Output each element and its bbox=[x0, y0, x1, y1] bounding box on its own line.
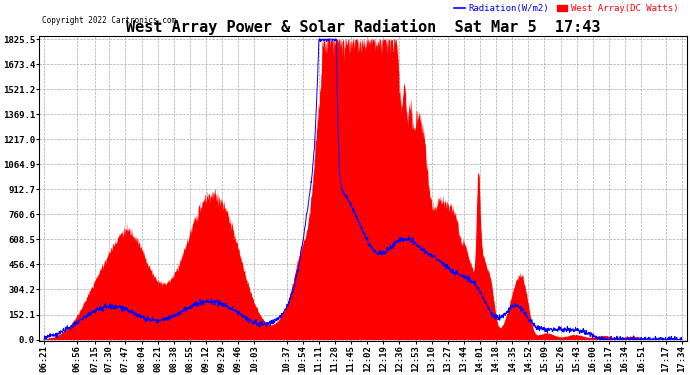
Title: West Array Power & Solar Radiation  Sat Mar 5  17:43: West Array Power & Solar Radiation Sat M… bbox=[126, 19, 600, 34]
Text: Copyright 2022 Cartronics.com: Copyright 2022 Cartronics.com bbox=[42, 16, 177, 25]
Legend: Radiation(W/m2), West Array(DC Watts): Radiation(W/m2), West Array(DC Watts) bbox=[451, 1, 682, 17]
